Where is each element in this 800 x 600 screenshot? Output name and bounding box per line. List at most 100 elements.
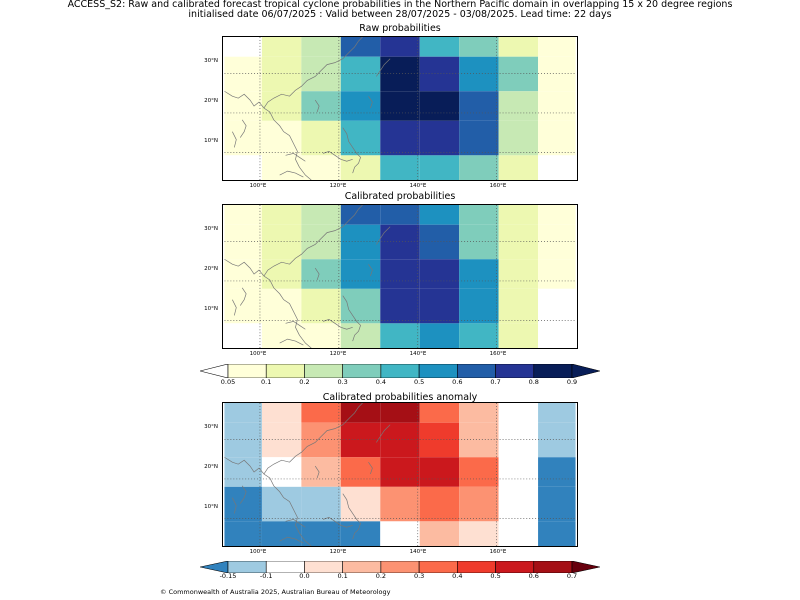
grid-cell xyxy=(261,155,302,180)
coastline xyxy=(279,536,304,544)
grid-cell xyxy=(459,288,499,324)
coastline xyxy=(232,299,237,316)
grid-cell xyxy=(340,521,381,546)
colorbar-tick-label: 0.7 xyxy=(490,378,501,386)
grid-cell xyxy=(224,91,262,121)
grid-cell xyxy=(498,259,539,289)
grid-cell xyxy=(224,120,262,156)
grid-cell xyxy=(498,37,539,57)
colorbar-tick-label: 0.6 xyxy=(452,378,463,386)
grid-cell xyxy=(380,120,420,156)
coastline xyxy=(376,58,391,77)
grid-cell xyxy=(380,288,420,324)
grid-cell xyxy=(498,288,539,324)
grid-cell xyxy=(419,323,460,348)
grid-cell xyxy=(459,205,499,225)
grid-cell xyxy=(459,155,499,180)
grid-cell xyxy=(224,323,262,348)
grid-cell xyxy=(459,56,499,92)
grid-cell xyxy=(340,403,381,423)
coastline xyxy=(342,493,361,540)
grid-cell xyxy=(380,422,420,458)
grid-cell xyxy=(538,259,576,289)
figure-header: ACCESS_S2: Raw and calibrated forecast t… xyxy=(0,0,800,20)
lon-label: 160°E xyxy=(489,549,507,555)
colorbar-tick-label: 0.4 xyxy=(375,378,387,386)
lon-label: 140°E xyxy=(409,351,427,357)
colorbar-bin xyxy=(342,363,382,379)
lon-label: 140°E xyxy=(409,183,427,189)
grid-cell xyxy=(261,521,302,546)
lat-label: 10°N xyxy=(204,306,218,312)
grid-cell xyxy=(224,486,262,522)
colorbar-tick-label: -0.1 xyxy=(259,572,273,580)
grid-cell xyxy=(224,56,262,92)
calibrated-probabilities-map xyxy=(222,204,578,349)
grid-cell xyxy=(419,403,460,423)
grid-cell xyxy=(340,120,381,156)
coastline xyxy=(376,226,391,245)
colorbar-tick-label: 0.05 xyxy=(220,378,236,386)
anomaly-map xyxy=(222,402,578,547)
lat-label: 10°N xyxy=(204,504,218,510)
grid-cell xyxy=(301,457,341,487)
coastline xyxy=(322,151,353,162)
grid-cell xyxy=(498,422,539,458)
coastline xyxy=(368,263,373,277)
lat-label: 20°N xyxy=(204,266,218,272)
grid-cell xyxy=(261,457,302,487)
grid-cell xyxy=(301,155,341,180)
grid-cell xyxy=(498,91,539,121)
grid-cell xyxy=(261,288,302,324)
grid-cell xyxy=(498,205,539,225)
grid-cell xyxy=(261,486,302,522)
grid-cell xyxy=(224,259,262,289)
grid-cell xyxy=(301,91,341,121)
grid-cell xyxy=(459,521,499,546)
coastline xyxy=(368,95,373,109)
coastline xyxy=(285,321,306,330)
lon-label: 120°E xyxy=(329,183,347,189)
coastline xyxy=(239,119,247,138)
grid-cell xyxy=(301,521,341,546)
lon-label: 160°E xyxy=(489,183,507,189)
colorbar-bin xyxy=(380,363,420,379)
colorbar-tick-label: 0.5 xyxy=(413,378,425,386)
coastline xyxy=(224,456,312,546)
colorbar-tick-label: 0.6 xyxy=(528,572,539,580)
colorbar-bin xyxy=(227,363,267,379)
grid-cell xyxy=(459,422,499,458)
grid-cell xyxy=(419,120,460,156)
grid-cell xyxy=(340,224,381,260)
grid-cell xyxy=(459,37,499,57)
grid-cell xyxy=(340,288,381,324)
grid-cell xyxy=(261,56,302,92)
colorbar-tick-label: -0.15 xyxy=(219,572,237,580)
coastline xyxy=(342,295,361,342)
grid-cell xyxy=(419,155,460,180)
grid-cell xyxy=(301,56,341,92)
colorbar-tick-label: 0.9 xyxy=(566,378,578,386)
grid-cell xyxy=(538,521,576,546)
colorbar-tick-label: 0.1 xyxy=(337,572,348,580)
coastline xyxy=(232,497,237,514)
grid-cell xyxy=(340,155,381,180)
colorbar-bin xyxy=(304,363,343,379)
grid-cell xyxy=(419,521,460,546)
grid-cell xyxy=(301,205,341,225)
colorbar-min-arrow xyxy=(199,363,229,379)
grid-cell xyxy=(224,288,262,324)
grid-cell xyxy=(459,486,499,522)
grid-cell xyxy=(261,259,302,289)
grid-cell xyxy=(380,259,420,289)
coastline xyxy=(263,403,363,475)
lon-label: 160°E xyxy=(489,351,507,357)
lat-label: 10°N xyxy=(204,138,218,144)
lat-label: 20°N xyxy=(204,464,218,470)
grid-cell xyxy=(224,422,262,458)
grid-cell xyxy=(538,323,576,348)
figure-title-line2: initialised date 06/07/2025 : Valid betw… xyxy=(188,9,612,20)
grid-cell xyxy=(380,521,420,546)
colorbar-tick-label: 0.0 xyxy=(299,572,310,580)
colorbar-tick-label: 0.1 xyxy=(261,378,272,386)
